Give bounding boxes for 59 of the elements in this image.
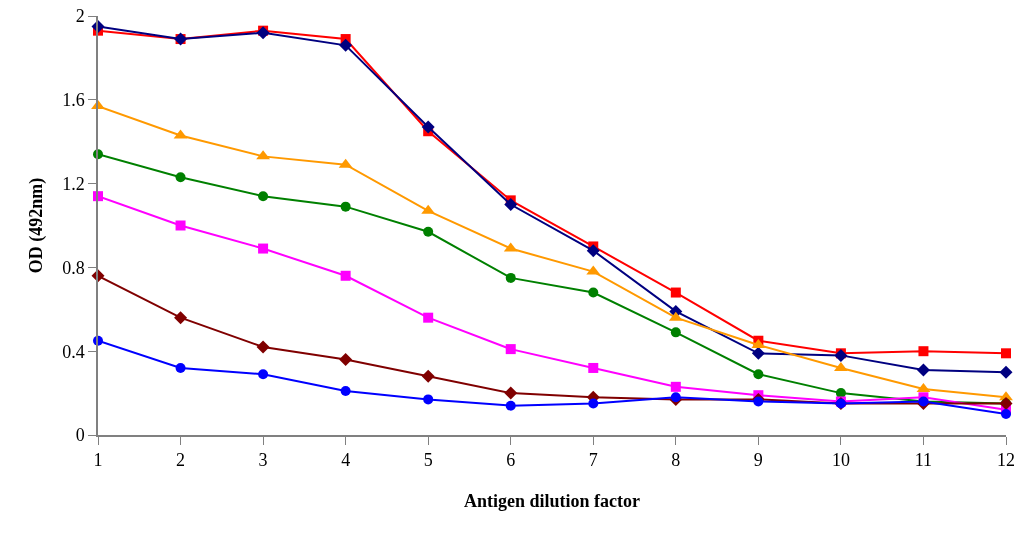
point	[258, 243, 269, 254]
x-tick-label: 4	[341, 450, 351, 471]
point	[340, 201, 351, 212]
point	[421, 369, 435, 383]
point	[339, 38, 353, 52]
point	[586, 244, 600, 258]
point	[175, 220, 186, 231]
point	[999, 365, 1013, 379]
x-tick-label: 10	[831, 450, 850, 471]
x-tick-label: 7	[588, 450, 598, 471]
y-tick-label: 0.8	[62, 257, 85, 278]
point	[340, 386, 351, 397]
point	[505, 344, 516, 355]
point	[423, 312, 434, 323]
point	[753, 369, 764, 380]
point	[588, 287, 599, 298]
x-tick-label: 11	[914, 450, 933, 471]
point	[588, 362, 599, 373]
point	[340, 270, 351, 281]
x-tick-label: 8	[671, 450, 681, 471]
point	[258, 369, 269, 380]
point	[423, 394, 434, 405]
y-tick-label: 0.4	[62, 341, 85, 362]
y-tick-label: 1.2	[62, 173, 85, 194]
point	[339, 353, 353, 367]
y-axis-title: OD (492nm)	[25, 177, 47, 274]
point	[670, 327, 681, 338]
point	[505, 400, 516, 411]
point	[751, 346, 765, 360]
point	[670, 287, 681, 298]
point	[504, 198, 518, 212]
point	[504, 386, 518, 400]
point	[174, 311, 188, 325]
x-tick-label: 2	[176, 450, 186, 471]
point	[505, 272, 516, 283]
point	[256, 340, 270, 354]
x-tick-label: 1	[93, 450, 103, 471]
y-tick-label: 2	[75, 6, 85, 27]
x-tick-label: 9	[753, 450, 763, 471]
point	[175, 362, 186, 373]
point	[670, 381, 681, 392]
x-tick-label: 3	[258, 450, 268, 471]
point	[918, 346, 929, 357]
x-tick-label: 5	[423, 450, 433, 471]
point	[588, 398, 599, 409]
point	[1001, 348, 1011, 359]
point	[175, 172, 186, 183]
y-tick-label: 1.6	[62, 90, 85, 111]
point	[258, 191, 269, 202]
x-tick-label: 12	[997, 450, 1015, 471]
point	[753, 396, 764, 407]
point	[423, 226, 434, 237]
point	[421, 120, 435, 134]
point	[916, 363, 930, 377]
point	[1001, 409, 1011, 420]
x-axis-title: Antigen dilution factor	[463, 490, 641, 511]
x-tick-label: 6	[506, 450, 516, 471]
point	[256, 26, 270, 40]
y-tick-label: 0	[75, 425, 85, 446]
